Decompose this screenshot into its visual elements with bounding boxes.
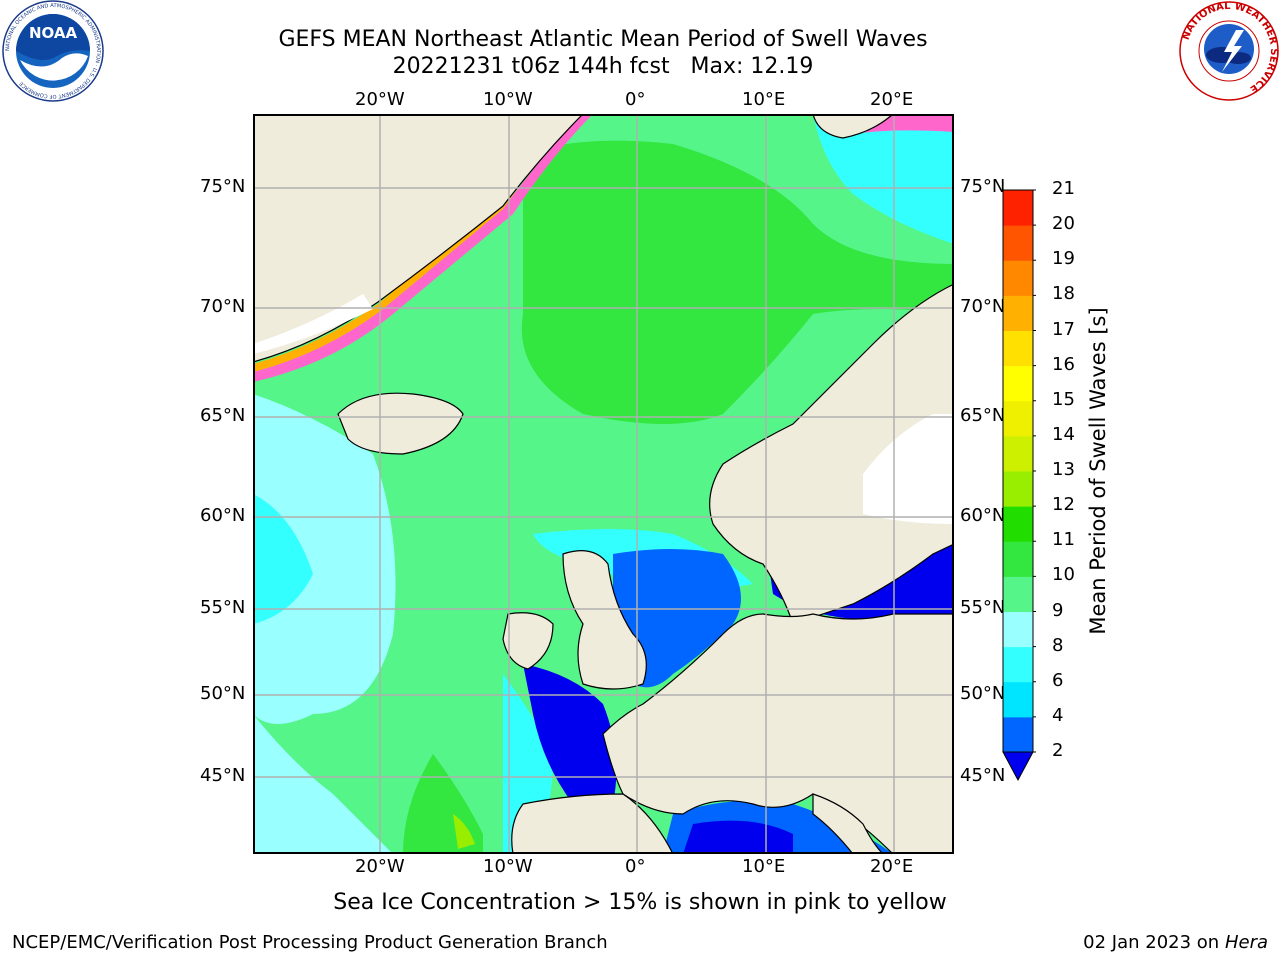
lat-label-right: 55°N xyxy=(960,597,1006,618)
swell-band-6-8 xyxy=(253,494,313,624)
colorbar-label: Mean Period of Swell Waves [s] xyxy=(1086,307,1110,635)
colorbar-tick-label: 6 xyxy=(1052,669,1064,691)
lat-label-right: 50°N xyxy=(960,683,1006,704)
colorbar-tick-label: 12 xyxy=(1052,494,1075,516)
lon-label-top: 20°W xyxy=(355,89,405,110)
noaa-logo: NATIONAL OCEANIC AND ATMOSPHERIC ADMINIS… xyxy=(2,0,104,102)
lat-label-left: 70°N xyxy=(200,296,246,317)
colorbar-tick-label: 15 xyxy=(1052,388,1075,410)
footer-host: Hera xyxy=(1224,932,1268,953)
colorbar xyxy=(1002,189,1036,782)
lon-label-bottom: 20°W xyxy=(355,856,405,877)
swell-band-below-2 xyxy=(523,664,617,804)
map-panel xyxy=(253,114,954,854)
svalbard-land xyxy=(812,114,894,139)
footer-branch: NCEP/EMC/Verification Post Processing Pr… xyxy=(12,932,608,953)
colorbar-segment xyxy=(1003,541,1033,577)
gulf-of-bothnia-ice xyxy=(863,414,954,524)
colorbar-segment xyxy=(1003,611,1033,648)
lat-label-left: 60°N xyxy=(200,505,246,526)
colorbar-segment xyxy=(1003,681,1033,718)
colorbar-tick-label: 16 xyxy=(1052,353,1075,375)
colorbar-tick-label: 8 xyxy=(1052,634,1064,656)
colorbar-segment xyxy=(1003,471,1033,507)
sea-ice-caption-text: Sea Ice Concentration > 15% is shown in … xyxy=(333,890,947,915)
lon-label-top: 0° xyxy=(625,89,646,110)
colorbar-segment xyxy=(1003,646,1033,683)
swell-band-8-9 xyxy=(253,714,393,854)
colorbar-tick-label: 18 xyxy=(1052,283,1075,305)
colorbar-segment xyxy=(1003,190,1033,226)
lat-label-right: 45°N xyxy=(960,765,1006,786)
lat-label-right: 65°N xyxy=(960,405,1006,426)
swell-band-10-11 xyxy=(521,140,954,424)
lon-label-top: 20°E xyxy=(870,89,914,110)
colorbar-segment xyxy=(1003,260,1033,296)
sea-ice-caption: Sea Ice Concentration > 15% is shown in … xyxy=(0,890,1280,915)
swell-band-11-12 xyxy=(453,814,475,849)
greenland-ice-cap xyxy=(253,294,373,354)
colorbar-segment xyxy=(1003,576,1033,612)
colorbar-tick-label: 14 xyxy=(1052,423,1075,445)
greenland-land xyxy=(253,114,584,363)
nws-logo: NATIONAL WEATHER SERVICE xyxy=(1179,1,1279,101)
colorbar-tick-label: 19 xyxy=(1052,248,1075,270)
swell-band-6-8 xyxy=(813,114,954,244)
colorbar-segment xyxy=(1003,295,1033,331)
lat-label-right: 70°N xyxy=(960,296,1006,317)
colorbar-segment xyxy=(1003,435,1033,472)
lon-label-bottom: 0° xyxy=(625,856,646,877)
colorbar-tick-label: 21 xyxy=(1052,178,1075,199)
lon-label-bottom: 20°E xyxy=(870,856,914,877)
lat-label-left: 45°N xyxy=(200,765,246,786)
colorbar-tick-label: 9 xyxy=(1052,599,1064,621)
footer-date: 02 Jan 2023 on Hera xyxy=(1083,932,1268,953)
chart-title: GEFS MEAN Northeast Atlantic Mean Period… xyxy=(278,27,928,52)
lat-label-left: 75°N xyxy=(200,176,246,197)
colorbar-extend-arrow xyxy=(1002,751,1034,782)
colorbar-segment xyxy=(1003,400,1033,437)
colorbar-segment xyxy=(1003,506,1033,542)
lon-label-top: 10°W xyxy=(483,89,533,110)
italy-land xyxy=(812,793,884,854)
map-border xyxy=(253,114,954,854)
colorbar-tick-label: 2 xyxy=(1052,740,1064,761)
footer-date-text: 02 Jan 2023 on xyxy=(1083,932,1225,953)
iberia-land xyxy=(511,793,674,854)
graticule xyxy=(253,114,954,854)
colorbar-tick-label: 17 xyxy=(1052,318,1075,340)
scandinavia-land xyxy=(709,283,954,625)
colorbar-tick-label: 10 xyxy=(1052,564,1075,586)
colorbar-segment xyxy=(1003,225,1033,261)
lat-label-left: 50°N xyxy=(200,683,246,704)
sea-ice-edge xyxy=(253,114,593,382)
lat-label-right: 60°N xyxy=(960,505,1006,526)
colorbar-tick-label: 13 xyxy=(1052,459,1075,480)
lat-label-right: 75°N xyxy=(960,176,1006,197)
lon-label-bottom: 10°E xyxy=(742,856,786,877)
colorbar-segment xyxy=(1003,365,1033,402)
lat-label-left: 65°N xyxy=(200,405,246,426)
great-britain-land xyxy=(562,550,647,690)
swell-band-8-9 xyxy=(253,394,396,724)
lat-label-left: 55°N xyxy=(200,597,246,618)
colorbar-tick-label: 11 xyxy=(1052,529,1075,551)
colorbar-segment xyxy=(1003,716,1033,753)
colorbar-segment xyxy=(1003,330,1033,367)
lon-label-bottom: 10°W xyxy=(483,856,533,877)
colorbar-tick-label: 20 xyxy=(1052,213,1075,235)
noaa-text: NOAA xyxy=(29,24,78,42)
chart-subtitle: 20221231 t06z 144h fcst Max: 12.19 xyxy=(392,54,814,79)
colorbar-tick-label: 4 xyxy=(1052,704,1064,726)
lon-label-top: 10°E xyxy=(742,89,786,110)
